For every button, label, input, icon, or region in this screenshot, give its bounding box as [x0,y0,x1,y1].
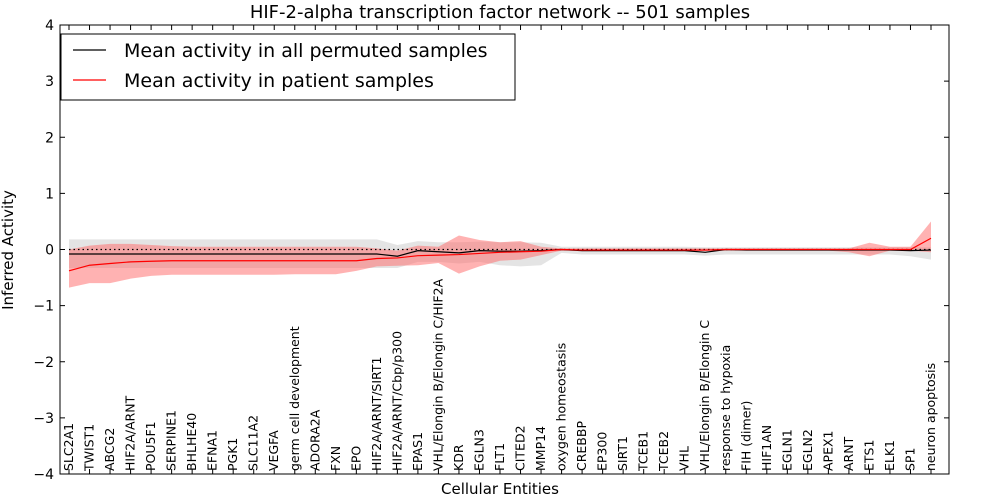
x-category-label: APEX1 [820,430,835,471]
legend-label-permuted: Mean activity in all permuted samples [124,40,487,62]
x-category-label: HIF1AN [759,425,774,471]
x-category-label: VHL [677,446,692,471]
x-category-label: ABCG2 [102,428,117,471]
chart-title: HIF-2-alpha transcription factor network… [250,2,750,23]
y-tick-label: 4 [45,18,54,34]
x-category-label: HIF2A/ARNT [123,395,138,471]
x-category-label: response to hypoxia [718,345,733,471]
x-category-label: ADORA2A [307,409,322,471]
x-category-label: EGLN1 [779,429,794,471]
x-category-label: CITED2 [513,425,528,471]
x-category-label: ETS1 [861,440,876,471]
legend-box [60,33,516,101]
x-category-label: FLT1 [492,443,507,471]
y-axis: −4 −3 −2 −1 0 1 2 3 4 [33,18,949,483]
x-category-label: ARNT [841,436,856,471]
x-category-label: EGLN2 [800,429,815,471]
x-category-label: TCEB1 [636,431,651,472]
x-category-label: oxygen homeostasis [554,343,569,471]
x-category-label: EGLN3 [471,429,486,471]
y-tick-label: −3 [33,411,54,427]
x-category-label: SIRT1 [615,436,630,471]
plot-area [68,221,932,288]
category-labels: SLC2A1 TWIST1 ABCG2 HIF2A/ARNT POU5F1 SERPINE… [61,25,938,474]
y-tick-label: −2 [33,355,54,371]
x-category-label: SLC2A1 [61,423,76,471]
x-category-label: SP1 [902,448,917,471]
x-category-label: FIH (dimer) [738,401,753,471]
x-category-label: HIF2A/ARNT/Cbp/p300 [389,331,404,471]
legend-label-patient: Mean activity in patient samples [124,70,434,92]
x-category-label: EP300 [595,432,610,471]
y-axis-label: Inferred Activity [0,190,17,310]
y-tick-label: 1 [45,186,54,202]
x-category-label: VHL/Elongin B/Elongin C [697,320,712,471]
y-tick-label: 0 [45,243,54,259]
y-tick-label: 2 [45,130,54,146]
x-category-label: EFNA1 [205,430,220,471]
x-category-label: TCEB2 [656,431,671,472]
x-category-label: EPO [348,446,363,471]
x-category-label: germ cell development [287,326,302,471]
y-tick-label: −4 [33,467,54,483]
x-category-label: CREBBP [574,421,589,471]
y-tick-label: 3 [45,74,54,90]
x-category-label: VEGFA [266,430,281,471]
x-category-label: ELK1 [882,440,897,471]
x-category-label: SLC11A2 [246,415,261,471]
legend: Mean activity in all permuted samples Me… [60,33,516,101]
x-category-label: FXN [328,446,343,471]
x-category-label: MMP14 [533,426,548,471]
x-category-label: BHLHE40 [184,413,199,471]
x-category-label: neuron apoptosis [923,363,938,471]
x-axis-label: Cellular Entities [441,480,559,498]
x-category-label: POU5F1 [143,421,158,471]
x-category-label: SERPINE1 [164,410,179,471]
x-category-label: VHL/Elongin B/Elongin C/HIF2A [430,278,445,471]
x-category-label: PGK1 [225,438,240,471]
x-category-label: EPAS1 [410,432,425,471]
x-category-label: HIF2A/ARNT/SIRT1 [369,357,384,471]
y-tick-label: −1 [33,299,54,315]
x-category-label: KDR [451,444,466,471]
series-line-2 [68,237,932,272]
confidence-band-series-2 [69,221,931,288]
x-category-label: TWIST1 [82,424,97,472]
